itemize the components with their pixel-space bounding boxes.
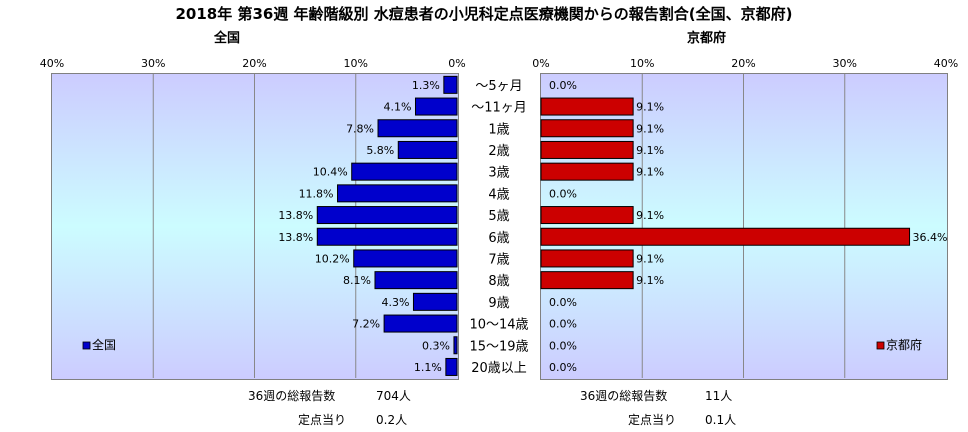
- national-total-label: 36週の総報告数: [248, 389, 336, 403]
- national-total-value: 704人: [376, 389, 411, 403]
- kyoto-tick-label: 30%: [833, 57, 857, 70]
- kyoto-value-label: 0.0%: [549, 318, 577, 331]
- category-label: 5歳: [488, 209, 509, 224]
- category-label: 4歳: [488, 187, 509, 202]
- national-bar: [443, 75, 458, 94]
- kyoto-total-value: 11人: [705, 389, 733, 403]
- kyoto-value-label: 9.1%: [636, 166, 664, 179]
- national-tick-label: 10%: [344, 57, 368, 70]
- kyoto-bar: [540, 271, 634, 290]
- kyoto-per-value: 0.1人: [705, 413, 737, 427]
- national-value-label: 4.1%: [384, 101, 412, 114]
- category-label: ～11ヶ月: [471, 101, 527, 116]
- kyoto-bar: [540, 227, 911, 246]
- kyoto-value-label: 0.0%: [549, 361, 577, 374]
- national-value-label: 1.1%: [414, 361, 442, 374]
- kyoto-value-label: 9.1%: [636, 101, 664, 114]
- national-tick-label: 40%: [40, 57, 64, 70]
- kyoto-value-label: 0.0%: [549, 79, 577, 92]
- category-label: ～5ヶ月: [475, 79, 522, 94]
- category-label: 8歳: [488, 274, 509, 289]
- national-per-value: 0.2人: [376, 413, 408, 427]
- category-label: 2歳: [488, 144, 509, 159]
- kyoto-bar: [540, 119, 634, 138]
- category-label: 3歳: [488, 166, 509, 181]
- national-value-label: 5.8%: [366, 144, 394, 157]
- national-value-label: 7.2%: [352, 318, 380, 331]
- kyoto-tick-label: 40%: [934, 57, 958, 70]
- national-bar: [445, 357, 458, 376]
- category-label: 20歳以上: [471, 361, 527, 376]
- national-tick-label: 0%: [448, 57, 465, 70]
- national-panel-title: 全国: [214, 31, 241, 46]
- kyoto-bar: [540, 140, 634, 159]
- kyoto-value-label: 9.1%: [636, 252, 664, 265]
- national-bar: [337, 184, 458, 203]
- national-value-label: 10.4%: [313, 166, 348, 179]
- national-bar: [453, 336, 458, 355]
- national-tick-label: 30%: [141, 57, 165, 70]
- kyoto-value-label: 9.1%: [636, 274, 664, 287]
- national-per-label: 定点当り: [298, 413, 347, 427]
- national-bar: [377, 119, 458, 138]
- national-value-label: 0.3%: [422, 339, 450, 352]
- kyoto-value-label: 9.1%: [636, 122, 664, 135]
- national-value-label: 13.8%: [278, 209, 313, 222]
- kyoto-value-label: 36.4%: [913, 231, 948, 244]
- national-value-label: 4.3%: [382, 296, 410, 309]
- kyoto-bar: [540, 97, 634, 116]
- category-label: 15～19歳: [469, 339, 528, 354]
- national-value-label: 1.3%: [412, 79, 440, 92]
- national-bar: [351, 162, 458, 181]
- kyoto-value-label: 9.1%: [636, 209, 664, 222]
- kyoto-legend-swatch: [876, 341, 885, 350]
- national-bar: [353, 249, 458, 268]
- kyoto-bar: [540, 206, 634, 225]
- kyoto-tick-label: 10%: [630, 57, 654, 70]
- kyoto-bar: [540, 162, 634, 181]
- national-bar: [383, 314, 458, 333]
- national-tick-label: 20%: [242, 57, 266, 70]
- national-value-label: 8.1%: [343, 274, 371, 287]
- national-legend-label: 全国: [92, 337, 116, 352]
- category-label: 9歳: [488, 296, 509, 311]
- category-label: 7歳: [488, 252, 509, 267]
- national-bar: [412, 292, 458, 311]
- national-value-label: 11.8%: [299, 187, 334, 200]
- national-bar: [414, 97, 458, 116]
- kyoto-legend-label: 京都府: [886, 337, 922, 352]
- national-bar: [316, 227, 458, 246]
- kyoto-per-label: 定点当り: [628, 413, 677, 427]
- national-value-label: 10.2%: [315, 252, 350, 265]
- kyoto-value-label: 0.0%: [549, 339, 577, 352]
- kyoto-tick-label: 20%: [731, 57, 755, 70]
- national-bar: [374, 271, 458, 290]
- kyoto-value-label: 0.0%: [549, 296, 577, 309]
- chart-title: 2018年 第36週 年齢階級別 水痘患者の小児科定点医療機関からの報告割合(全…: [175, 5, 793, 23]
- kyoto-value-label: 0.0%: [549, 187, 577, 200]
- national-legend-swatch: [82, 341, 91, 350]
- category-label: 1歳: [488, 122, 509, 137]
- national-bar: [316, 206, 458, 225]
- national-bar: [397, 140, 458, 159]
- kyoto-panel-title: 京都府: [687, 31, 727, 46]
- national-value-label: 13.8%: [278, 231, 313, 244]
- category-label: 10～14歳: [469, 318, 528, 333]
- national-value-label: 7.8%: [346, 122, 374, 135]
- kyoto-tick-label: 0%: [532, 57, 549, 70]
- kyoto-total-label: 36週の総報告数: [580, 389, 668, 403]
- kyoto-value-label: 9.1%: [636, 144, 664, 157]
- kyoto-bar: [540, 249, 634, 268]
- category-label: 6歳: [488, 231, 509, 246]
